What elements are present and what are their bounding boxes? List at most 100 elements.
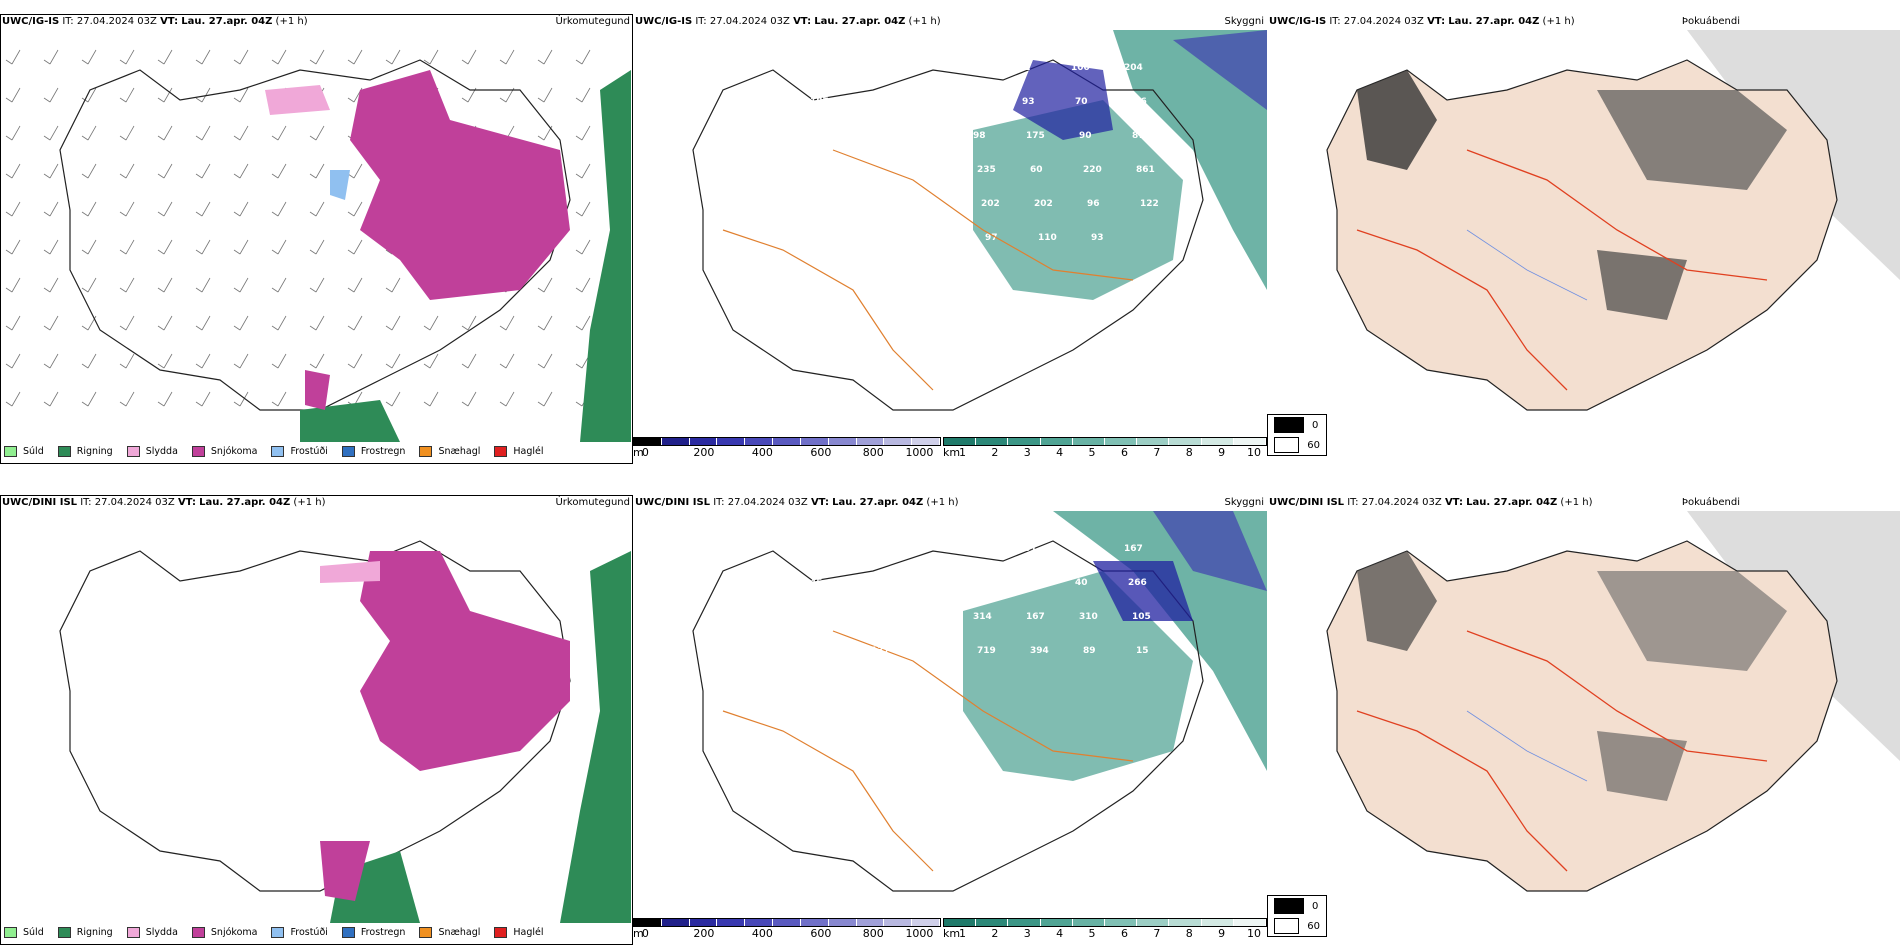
wind-barb [347, 163, 363, 179]
it-value: 27.04.2024 03Z [709, 16, 790, 27]
panel-header: UWC/IG-IS IT: 27.04.2024 03Z VT: Lau. 27… [635, 16, 941, 27]
legend-swatch [126, 446, 140, 457]
tick: 400 [751, 927, 773, 940]
legend-swatch [494, 446, 508, 457]
lead-time: (+1 h) [908, 16, 941, 27]
wind-barb [423, 353, 439, 369]
it-label: IT: [62, 16, 74, 27]
sky-number-label: 40 [1075, 578, 1088, 588]
bar-step [976, 919, 1009, 926]
legend-swatch [57, 927, 71, 938]
precip-map [59, 540, 631, 923]
fog-east [1597, 571, 1787, 671]
iceland-outline [692, 59, 1204, 411]
wind-barb [499, 353, 515, 369]
tick: 5 [1088, 446, 1096, 459]
fog-legend-row: 60 [1268, 916, 1326, 936]
wind-barb [575, 125, 591, 141]
wind-barb [195, 277, 211, 293]
wind-barb [119, 163, 135, 179]
sky-number-label: 137 [871, 646, 890, 656]
wind-barb [43, 163, 59, 179]
sky-number-label: 266 [1128, 578, 1147, 588]
tick: 10 [1247, 927, 1262, 940]
wind-barb [499, 315, 515, 331]
panel-header: UWC/IG-IS IT: 27.04.2024 03Z VT: Lau. 27… [1269, 16, 1575, 27]
wind-barb [43, 353, 59, 369]
it-label: IT: [1329, 16, 1341, 27]
wind-barb [119, 353, 135, 369]
panel-title: Þokuábendi [1681, 497, 1740, 508]
wind-barb [81, 391, 97, 407]
bar-step [828, 919, 857, 926]
bar-step [1072, 438, 1106, 445]
sky-number-label: 98 [973, 131, 986, 141]
tick: 4 [1056, 446, 1064, 459]
tick: 9 [1218, 446, 1226, 459]
vt-label: VT: [1427, 16, 1446, 27]
height-colorbar: m 0 200 400 600 800 1000 [633, 918, 941, 941]
wind-barb [385, 49, 401, 65]
wind-barb [271, 353, 287, 369]
bar-step [661, 919, 690, 926]
wind-barb [157, 315, 173, 331]
sky-number-label: 126 [818, 646, 837, 656]
fog-panel-2: UWC/DINI ISL IT: 27.04.2024 03Z VT: Lau.… [1267, 495, 1900, 945]
sky-number-label: 175 [1026, 131, 1045, 141]
panel-title: Úrkomutegund [555, 497, 630, 508]
vt-value: Lau. 27.apr. 04Z [199, 497, 291, 508]
fog-swatch [1274, 437, 1300, 453]
sky-number-label: 180 [757, 97, 776, 107]
bar-step [800, 438, 829, 445]
bar-step [856, 919, 885, 926]
fog-south [1597, 250, 1687, 320]
rain-area [580, 70, 631, 442]
sky-number-label: 61 [863, 97, 876, 107]
wind-barb [5, 315, 21, 331]
rivers [1466, 710, 1588, 782]
bar-step [773, 438, 801, 445]
fog-swatch [1274, 898, 1304, 914]
wind-barb [309, 163, 325, 179]
sky-number-label: 60 [1030, 165, 1043, 175]
bar-step [1137, 919, 1170, 926]
wind-barb [385, 391, 401, 407]
wind-barb [157, 391, 173, 407]
it-value: 27.04.2024 03Z [76, 16, 157, 27]
wind-barb [81, 277, 97, 293]
sky-number-label: 220 [1083, 165, 1102, 175]
sky-number-label: 322 [814, 612, 833, 622]
it-value: 27.04.2024 03Z [1343, 16, 1424, 27]
legend-item: Súld [4, 446, 44, 457]
legend-swatch [341, 446, 355, 457]
legend-label: Snjókoma [210, 927, 258, 938]
bar-step [1105, 438, 1138, 445]
wind-barb [157, 87, 173, 103]
tick: 10 [1247, 446, 1262, 459]
wind-barb [537, 353, 553, 369]
wind-barb [81, 125, 97, 141]
bar-step [1040, 919, 1073, 926]
panel-header: UWC/DINI ISL IT: 27.04.2024 03Z VT: Lau.… [635, 497, 958, 508]
legend-item: Slydda [126, 927, 178, 938]
wind-barb [157, 201, 173, 217]
bar-step [912, 919, 940, 926]
wind-barb [81, 239, 97, 255]
sky-number-label: 149 [826, 233, 845, 243]
sky-number-label: 171 [924, 165, 943, 175]
bar-step [1040, 438, 1073, 445]
legend-item: Frostregn [341, 446, 405, 457]
wind-barb [271, 391, 287, 407]
lead-time: (+1 h) [1560, 497, 1593, 508]
tick: 1000 [905, 446, 934, 459]
wind-barb [537, 315, 553, 331]
wind-barb [537, 87, 553, 103]
wind-barb [347, 277, 363, 293]
height-bar [633, 918, 941, 927]
it-label: IT: [1347, 497, 1359, 508]
sky-number-label: 178 [822, 199, 841, 209]
wind-barb [157, 277, 173, 293]
snow-area [360, 551, 570, 771]
sky-number-label: 124 [773, 233, 792, 243]
rain-area-south [300, 400, 400, 442]
